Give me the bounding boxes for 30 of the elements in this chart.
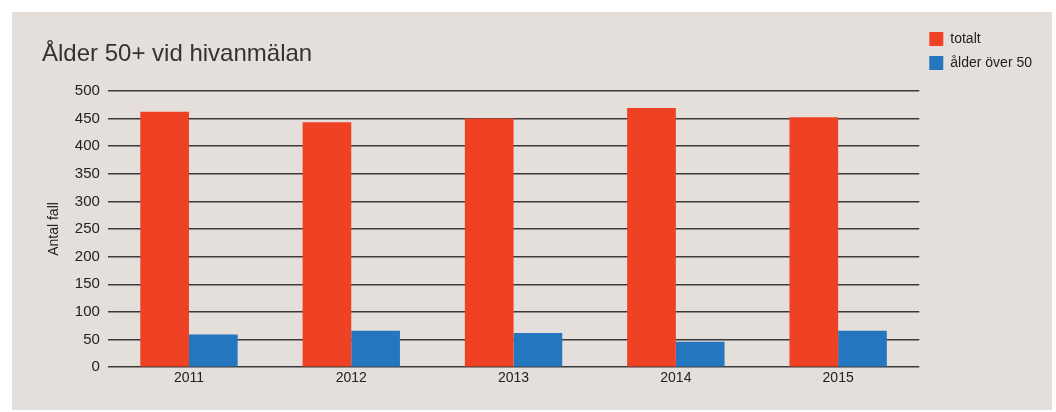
bar <box>302 122 352 367</box>
bar <box>627 107 676 367</box>
y-tick-label: 500 <box>74 80 100 98</box>
y-axis-title: Antal fall <box>45 202 62 256</box>
bar <box>140 111 189 367</box>
x-tick-label: 2012 <box>335 369 368 386</box>
y-tick-label: 300 <box>74 191 100 209</box>
bar <box>789 117 839 367</box>
legend-label: totalt <box>950 29 981 46</box>
legend-label: ålder över 50 <box>950 53 1033 70</box>
bar <box>675 341 725 367</box>
y-tick-label: 400 <box>74 136 100 154</box>
bar <box>188 334 238 367</box>
x-tick-label: 2015 <box>822 369 854 386</box>
y-tick-label: 0 <box>91 357 100 375</box>
x-tick-label: 2014 <box>660 369 692 386</box>
bar <box>464 118 514 367</box>
chart-title: Ålder 50+ vid hivanmälan <box>42 39 313 67</box>
y-tick-label: 150 <box>74 274 100 292</box>
y-tick-label: 50 <box>83 329 100 347</box>
bar <box>351 330 400 367</box>
y-tick-label: 200 <box>74 246 100 264</box>
y-tick-label: 250 <box>74 219 100 237</box>
y-tick-label: 450 <box>74 108 100 126</box>
bar <box>513 332 563 367</box>
y-tick-label: 100 <box>74 302 100 320</box>
x-tick-label: 2011 <box>173 369 205 386</box>
x-tick-label: 2013 <box>497 369 530 386</box>
y-tick-label: 350 <box>74 163 100 181</box>
bar <box>838 330 887 367</box>
